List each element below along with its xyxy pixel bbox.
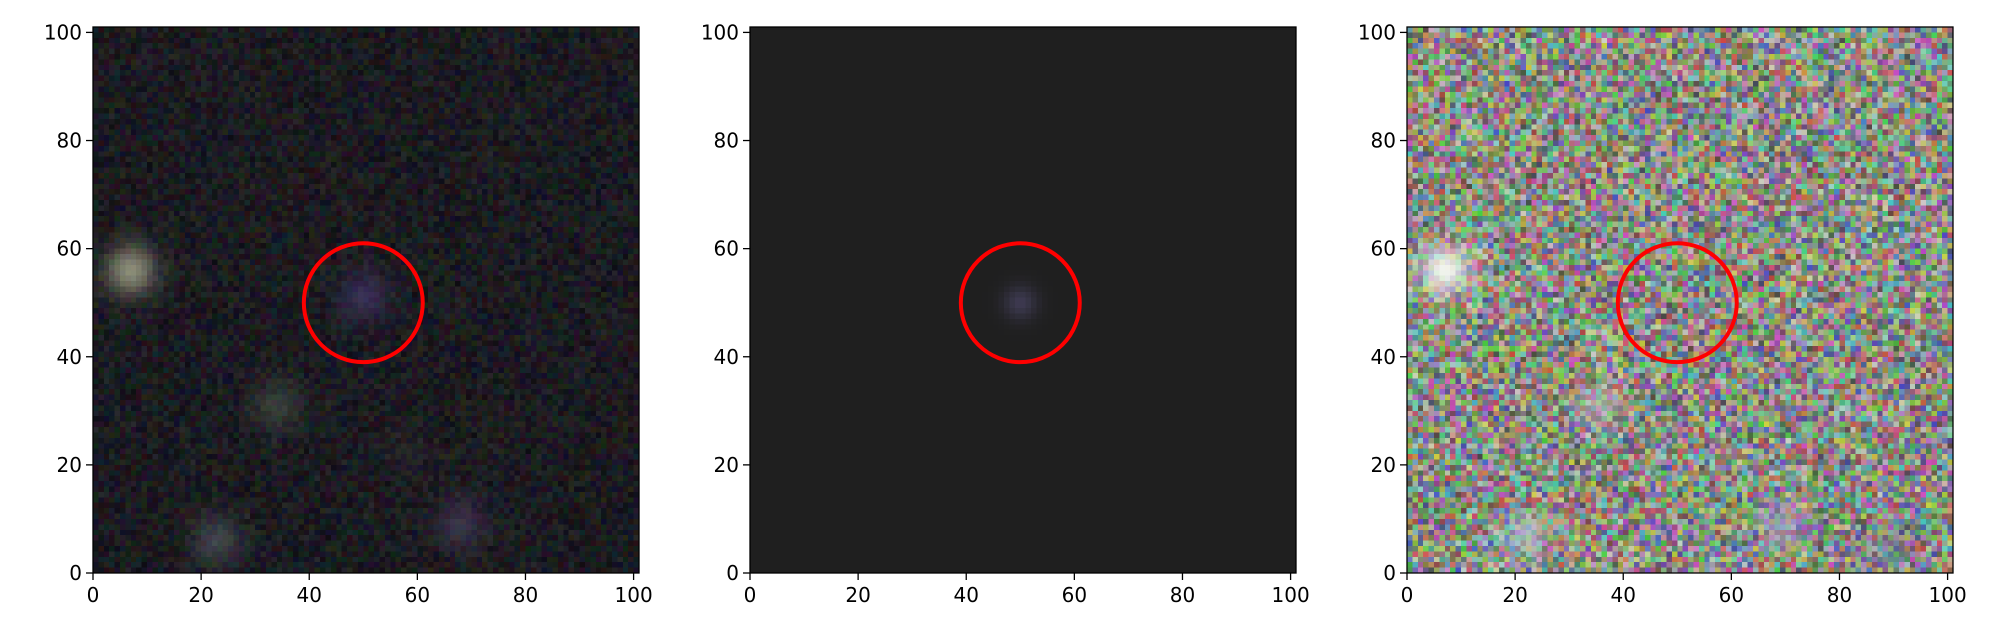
x-tick-label: 60 xyxy=(1719,583,1744,607)
y-tick-label: 100 xyxy=(1358,20,1396,44)
panel-observed-image: 00 20 20 40 40 60 60 80 80 100 100 xyxy=(44,20,653,607)
axes-frame xyxy=(1406,26,1954,574)
y-tick-label: 40 xyxy=(57,345,82,369)
y-tick-label: 0 xyxy=(69,561,82,585)
x-tick-label: 40 xyxy=(297,583,322,607)
y-tick-label: 80 xyxy=(57,129,82,153)
panel-model-image: 00 20 20 40 40 60 60 80 80 100 100 xyxy=(701,20,1310,607)
x-tick-label: 60 xyxy=(1062,583,1087,607)
y-tick-label: 40 xyxy=(1371,345,1396,369)
y-tick-label: 0 xyxy=(1383,561,1396,585)
y-tick-label: 60 xyxy=(57,237,82,261)
x-tick-label: 40 xyxy=(954,583,979,607)
x-tick-label: 80 xyxy=(1170,583,1195,607)
x-tick-label: 0 xyxy=(744,583,757,607)
target-circle xyxy=(958,241,1082,365)
y-tick-label: 100 xyxy=(44,20,82,44)
y-tick-label: 80 xyxy=(714,129,739,153)
panel-image xyxy=(750,27,1296,573)
y-tick-label: 80 xyxy=(1371,129,1396,153)
x-tick-label: 0 xyxy=(1401,583,1414,607)
x-tick-label: 80 xyxy=(1827,583,1852,607)
y-tick-label: 20 xyxy=(57,453,82,477)
y-tick-label: 60 xyxy=(714,237,739,261)
axes-frame xyxy=(92,26,640,574)
y-tick-label: 40 xyxy=(714,345,739,369)
x-tick-label: 80 xyxy=(513,583,538,607)
y-tick-label: 20 xyxy=(714,453,739,477)
axes-frame xyxy=(749,26,1297,574)
y-tick-label: 0 xyxy=(726,561,739,585)
x-tick-label: 60 xyxy=(405,583,430,607)
y-tick-label: 60 xyxy=(1371,237,1396,261)
panel-image xyxy=(93,27,639,573)
panel-residual-image: 00 20 20 40 40 60 60 80 80 100 100 xyxy=(1358,20,1967,607)
x-tick-label: 100 xyxy=(615,583,653,607)
x-tick-label: 40 xyxy=(1611,583,1636,607)
x-tick-label: 20 xyxy=(188,583,213,607)
x-tick-label: 100 xyxy=(1929,583,1967,607)
y-tick-label: 20 xyxy=(1371,453,1396,477)
x-tick-label: 20 xyxy=(845,583,870,607)
x-tick-label: 0 xyxy=(87,583,100,607)
y-tick-label: 100 xyxy=(701,20,739,44)
x-tick-label: 100 xyxy=(1272,583,1310,607)
x-tick-label: 20 xyxy=(1502,583,1527,607)
target-circle xyxy=(301,241,425,365)
panel-image xyxy=(1407,27,1953,573)
target-circle xyxy=(1615,241,1739,365)
